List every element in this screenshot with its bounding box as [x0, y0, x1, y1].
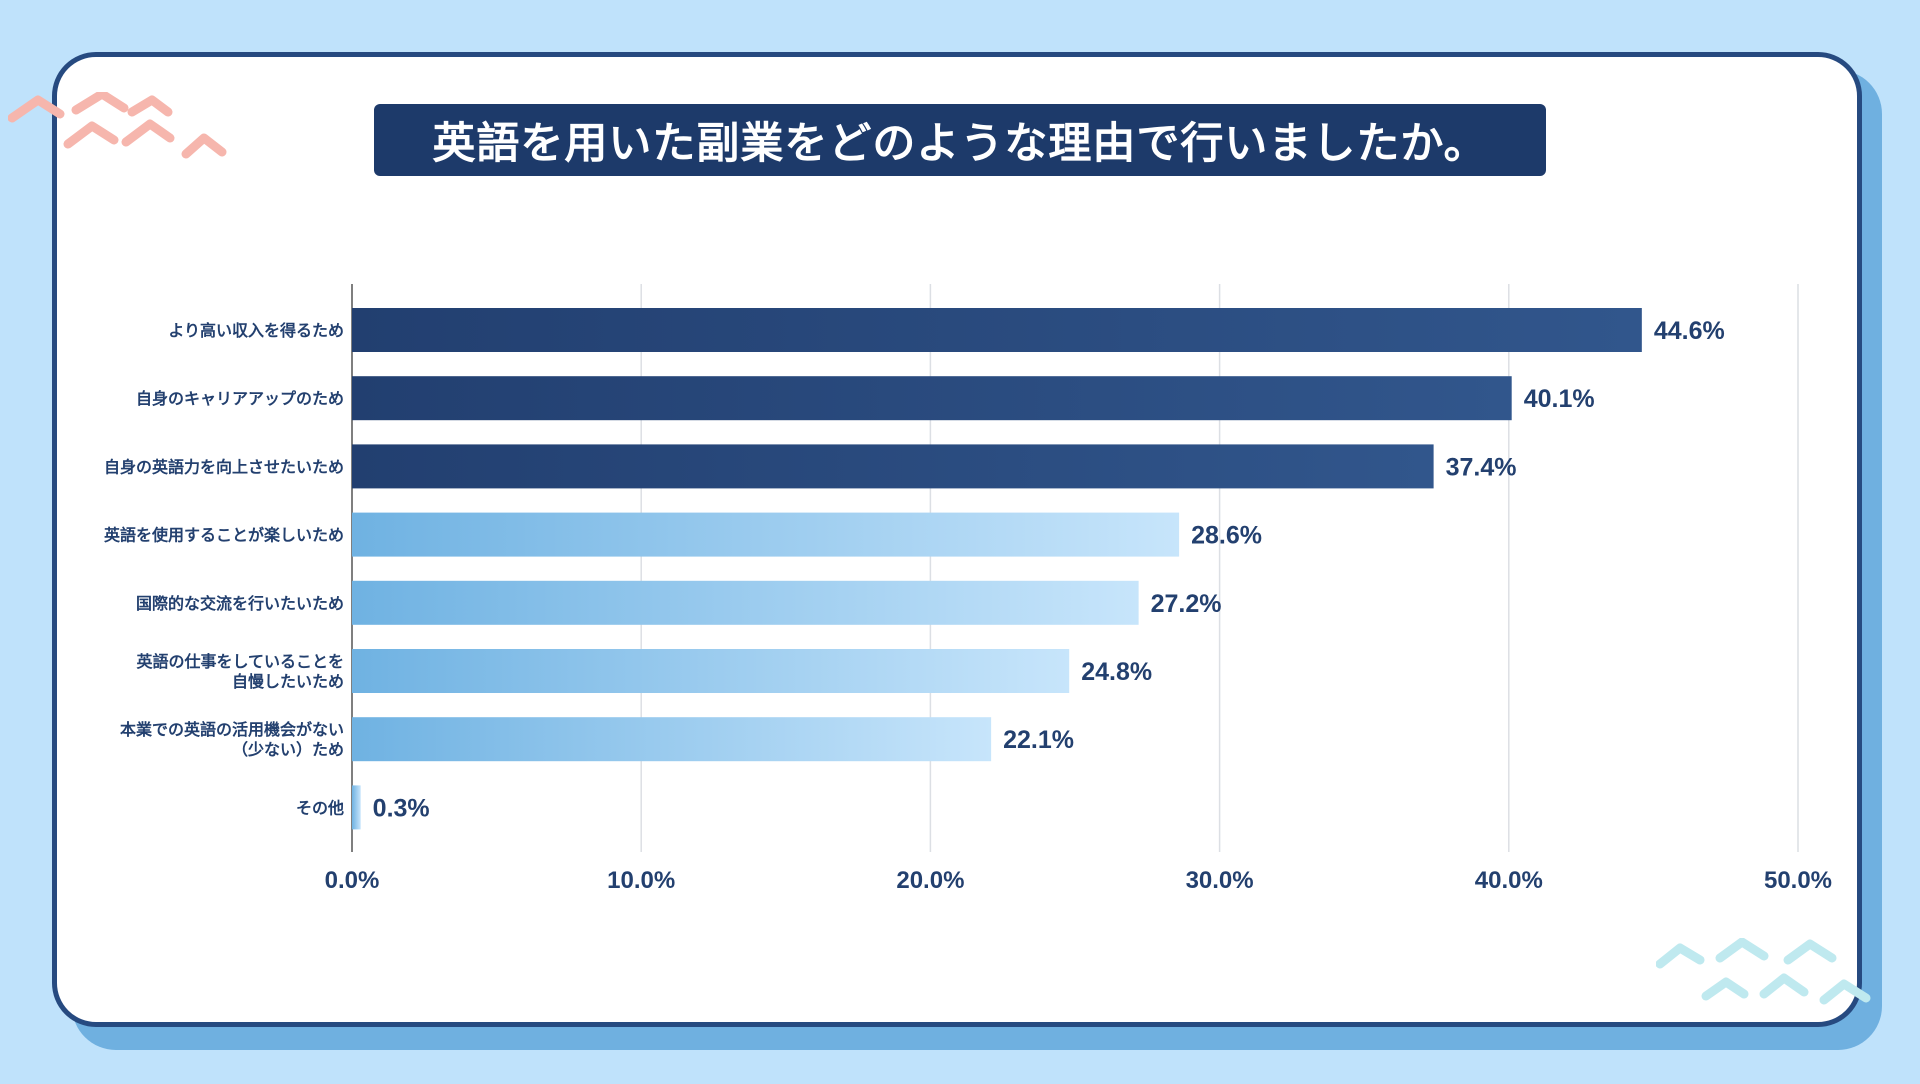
bar-value-label: 22.1%: [1003, 726, 1074, 754]
x-tick-label: 0.0%: [325, 867, 380, 894]
category-label: （少ない）ため: [232, 740, 344, 759]
chart-title-box: 英語を用いた副業をどのような理由で行いましたか。: [374, 104, 1546, 176]
category-label: より高い収入を得るため: [168, 321, 344, 340]
category-label: 本業での英語の活用機会がない: [120, 720, 344, 739]
bar-value-label: 40.1%: [1524, 385, 1595, 413]
bar-value-label: 24.8%: [1081, 658, 1152, 686]
category-label: 国際的な交流を行いたいため: [136, 594, 344, 613]
bar: [352, 649, 1070, 693]
labels: 0.0% 10.0% 20.0% 30.0% 40.0% 50.0% 44.6% より高い収入…: [103, 317, 1832, 894]
bar: [352, 376, 1512, 421]
grid-lines: [351, 284, 1799, 852]
category-label: 英語の仕事をしていることを: [135, 652, 344, 671]
x-tick-label: 30.0%: [1186, 867, 1254, 894]
bar: [352, 785, 361, 830]
bar: [352, 444, 1434, 489]
bar: [352, 308, 1642, 352]
bar-value-label: 44.6%: [1654, 317, 1725, 345]
category-label: 自身のキャリアアップのため: [136, 389, 344, 408]
bar-value-label: 0.3%: [373, 794, 430, 822]
bar: [352, 717, 992, 762]
category-label: 自身の英語力を向上させたいため: [104, 457, 344, 476]
wave-decoration-top-left: [8, 92, 227, 159]
category-label: 自慢したいため: [232, 672, 344, 691]
x-tick-label: 10.0%: [607, 867, 675, 894]
bars: [352, 308, 1642, 830]
x-tick-label: 40.0%: [1475, 867, 1543, 894]
category-label: その他: [296, 798, 344, 817]
bar-value-label: 27.2%: [1151, 590, 1222, 618]
bar: [352, 580, 1139, 625]
category-label: 英語を使用することが楽しいため: [103, 526, 344, 545]
bar: [352, 512, 1180, 557]
x-tick-label: 50.0%: [1764, 867, 1832, 894]
bar-value-label: 37.4%: [1446, 453, 1517, 481]
chart-title: 英語を用いた副業をどのような理由で行いましたか。: [432, 119, 1488, 169]
x-tick-label: 20.0%: [896, 867, 964, 894]
bar-value-label: 28.6%: [1191, 522, 1262, 550]
wave-decoration-bottom-right: [1656, 938, 1871, 1005]
